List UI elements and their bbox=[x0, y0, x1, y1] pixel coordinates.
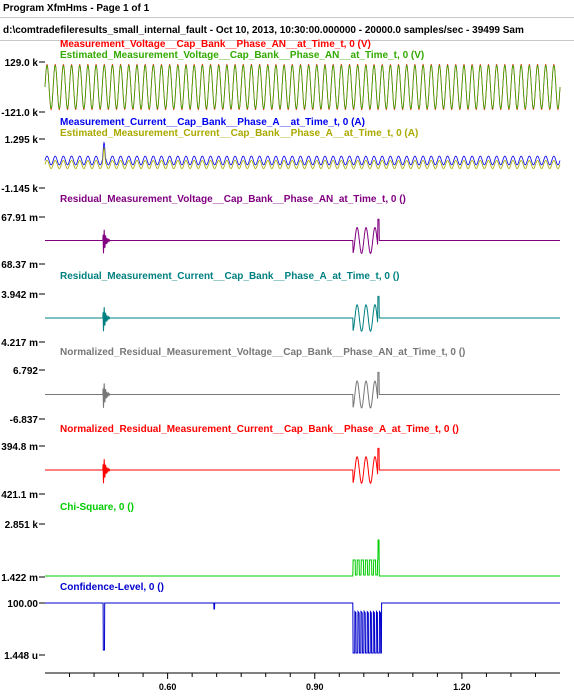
series-title-p4-0: Residual_Measurement_Current__Cap_Bank__… bbox=[60, 271, 399, 282]
y-top-label: 6.792 bbox=[13, 366, 38, 377]
y-top-label: 100.00 bbox=[7, 599, 38, 610]
header-divider-2 bbox=[0, 40, 574, 41]
y-top-label: 129.0 k bbox=[5, 58, 39, 69]
series-line-p6-0 bbox=[45, 447, 560, 484]
series-line-p3-0 bbox=[45, 218, 560, 254]
series-line-p8-0 bbox=[45, 602, 560, 654]
series-title-p6-0: Normalized_Residual_Measurement_Current_… bbox=[60, 424, 459, 435]
series-title-p1-1: Estimated_Measurement_Voltage__Cap_Bank_… bbox=[60, 50, 424, 61]
panel-p2: 1.295 k -1.145 k Measurement_Current__Cap_… bbox=[1, 117, 561, 195]
y-bottom-label: 4.217 m bbox=[1, 338, 38, 349]
y-top-label: 1.295 k bbox=[5, 135, 39, 146]
series-title-p2-0: Measurement_Current__Cap_Bank__Phase_A__… bbox=[60, 117, 365, 128]
y-bottom-label: -121.0 k bbox=[1, 108, 38, 119]
y-top-label: 67.91 m bbox=[1, 213, 38, 224]
x-tick-label: 1.20 bbox=[453, 682, 471, 692]
y-bottom-label: -1.145 k bbox=[1, 184, 38, 195]
panel-p4: 3.942 m 4.217 m Residual_Measurement_Curre… bbox=[1, 271, 560, 349]
series-line-p4-0 bbox=[45, 295, 560, 332]
y-bottom-label: 1.422 m bbox=[1, 573, 38, 584]
series-line-p2-1 bbox=[44, 147, 561, 170]
panel-p5: 6.792 -6.837 Normalized_Residual_Measureme… bbox=[10, 347, 560, 426]
series-title-p3-0: Residual_Measurement_Voltage__Cap_Bank__… bbox=[60, 194, 406, 205]
x-tick-label: 0.60 bbox=[159, 682, 177, 692]
y-bottom-label: 421.1 m bbox=[1, 490, 38, 501]
y-bottom-label: -6.837 bbox=[10, 415, 39, 426]
y-bottom-label: 1.448 u bbox=[4, 651, 38, 662]
series-line-p7-0 bbox=[45, 539, 560, 577]
x-axis: 0.60 0.90 1.20 bbox=[45, 672, 560, 692]
x-tick-label: 0.90 bbox=[306, 682, 324, 692]
panel-p7: 2.851 k 1.422 m Chi-Square, 0 () bbox=[1, 502, 560, 584]
series-title-p8-0: Confidence-Level, 0 () bbox=[60, 582, 164, 593]
panel-p1: 129.0 k -121.0 k Measurement_Voltage__Cap_… bbox=[1, 39, 561, 119]
series-line-p5-0 bbox=[45, 371, 560, 409]
y-top-label: 3.942 m bbox=[1, 290, 38, 301]
panel-p6: 394.8 m 421.1 m Normalized_Residual_Measur… bbox=[1, 424, 560, 501]
y-bottom-label: 68.37 m bbox=[1, 260, 38, 271]
panel-p3: 67.91 m 68.37 m Residual_Measurement_Volta… bbox=[1, 194, 560, 271]
series-line-p1-1 bbox=[44, 64, 561, 110]
y-top-label: 394.8 m bbox=[1, 442, 38, 453]
file-info: d:\comtradefileresults_small_internal_fa… bbox=[3, 25, 524, 36]
program-title: Program XfmHms - Page 1 of 1 bbox=[3, 3, 150, 14]
series-line-p2-0 bbox=[44, 141, 561, 166]
series-title-p1-0: Measurement_Voltage__Cap_Bank__Phase_AN_… bbox=[60, 39, 371, 50]
y-top-label: 2.851 k bbox=[5, 520, 39, 531]
series-title-p5-0: Normalized_Residual_Measurement_Voltage_… bbox=[60, 347, 465, 358]
series-title-p7-0: Chi-Square, 0 () bbox=[60, 502, 134, 513]
chart-panels: 129.0 k -121.0 k Measurement_Voltage__Cap_… bbox=[1, 39, 561, 662]
panel-p8: 100.00 1.448 u Confidence-Level, 0 () bbox=[4, 582, 560, 662]
header-divider bbox=[0, 17, 574, 18]
series-title-p2-1: Estimated_Measurement_Current__Cap_Bank_… bbox=[60, 128, 418, 139]
